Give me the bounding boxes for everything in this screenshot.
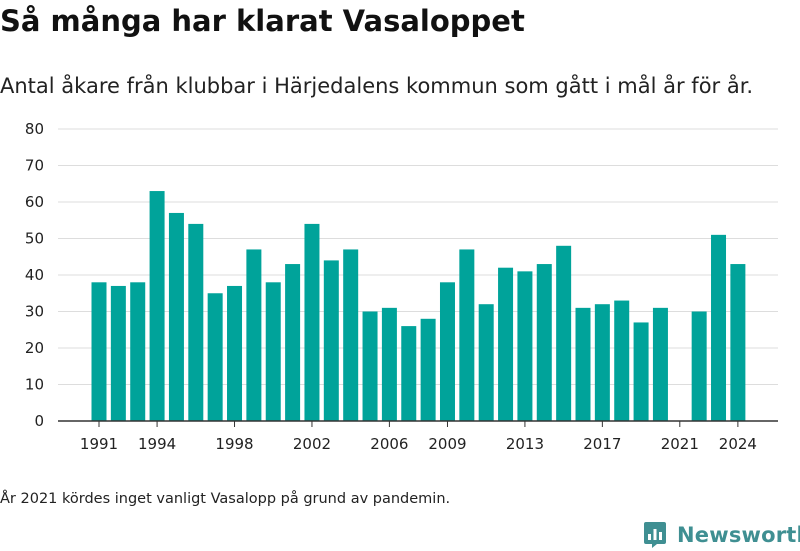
brand-name: Newsworthy [677,523,800,547]
bar [323,260,339,421]
x-tick-label: 1994 [138,435,176,453]
chart-subtitle: Antal åkare från klubbar i Härjedalens k… [0,74,754,98]
bar [594,304,610,421]
y-tick-label: 60 [25,193,44,211]
bar [459,249,475,421]
x-tick-label: 2009 [428,435,466,453]
y-tick-label: 0 [34,412,44,430]
bar [362,311,378,421]
x-tick-label: 1998 [215,435,253,453]
y-tick-label: 70 [25,157,44,175]
y-tick-label: 80 [25,120,44,138]
x-tick-label: 2017 [583,435,621,453]
gridlines [58,128,778,385]
bar [110,285,126,421]
bar [343,249,359,421]
y-tick-label: 10 [25,376,44,394]
bar [556,245,572,421]
y-axis-tick-labels: 0 10 20 30 40 50 60 70 80 [25,120,44,430]
footnote: År 2021 kördes inget vanligt Vasalopp på… [0,491,451,507]
bar [536,264,552,421]
bar [168,212,184,421]
x-tick-label: 2006 [370,435,408,453]
x-tick-label: 2021 [661,435,699,453]
bar [691,311,707,421]
bar [188,223,204,421]
y-tick-label: 40 [25,266,44,284]
bar [652,307,668,421]
bar [130,282,146,421]
bar [730,264,746,421]
x-axis-ticks: 1991 1994 1998 2002 2006 2009 2013 2017 2021 2024 [80,421,757,453]
bar [91,282,107,421]
bar [149,191,165,421]
bar [207,293,223,421]
y-tick-label: 30 [25,303,44,321]
bar [265,282,281,421]
chart-title: Så många har klarat Vasaloppet [0,4,525,38]
bar [711,234,727,421]
bar-chart: 0 10 20 30 40 50 60 70 80 1991 1994 1998 2002 2006 20… [25,120,778,453]
x-tick-label: 2002 [293,435,331,453]
bar [439,282,455,421]
bar [614,300,630,421]
bar [401,326,417,421]
bar [575,307,591,421]
bar [478,304,494,421]
bar [633,322,649,421]
y-tick-label: 50 [25,230,44,248]
bar [498,267,514,421]
bars [91,191,746,421]
brand-logo-group: Newsworthy [643,519,800,551]
x-tick-label: 2024 [719,435,757,453]
bar [246,249,262,421]
bar [227,285,243,421]
bar [517,271,533,421]
newsworthy-logo-icon [644,522,666,548]
x-tick-label: 1991 [80,435,118,453]
bar [420,318,436,421]
bar [381,307,397,421]
bar [304,223,320,421]
bar [285,264,301,421]
y-tick-label: 20 [25,339,44,357]
x-tick-label: 2013 [506,435,544,453]
